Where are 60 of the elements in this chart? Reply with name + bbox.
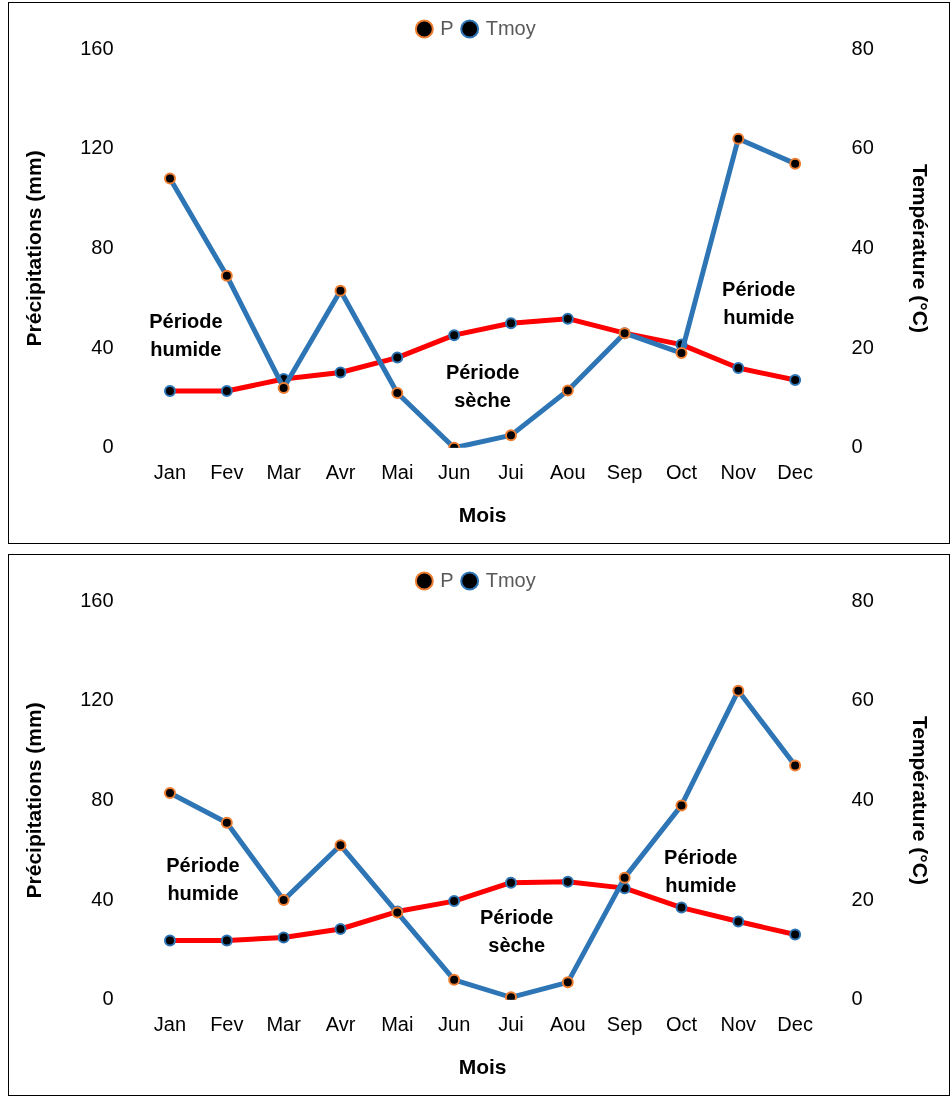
annotation: Période humide bbox=[664, 845, 738, 896]
x-tick-label: Mai bbox=[381, 461, 414, 484]
x-tick-label: Fev bbox=[210, 461, 244, 484]
y-tick-label: 120 bbox=[80, 688, 114, 711]
y2-axis-title: Température (°C) bbox=[908, 163, 932, 333]
x-tick-label: Aou bbox=[550, 461, 586, 484]
legend-label: Tmoy bbox=[485, 16, 536, 39]
legend-label: P bbox=[440, 16, 454, 39]
y-tick-label: 120 bbox=[80, 136, 114, 159]
y2-tick-label: 80 bbox=[851, 36, 874, 59]
x-tick-label: Dec bbox=[777, 1013, 813, 1036]
x-tick-label: Nov bbox=[720, 461, 757, 484]
x-axis-title: Mois bbox=[458, 1055, 507, 1079]
y2-axis-title: Température (°C) bbox=[908, 715, 932, 885]
x-tick-label: Mai bbox=[381, 1013, 414, 1036]
x-tick-label: Avr bbox=[325, 461, 356, 484]
y2-tick-label: 0 bbox=[851, 435, 863, 458]
annotation: Période humide bbox=[149, 309, 223, 360]
y-tick-label: 0 bbox=[102, 435, 114, 458]
x-tick-label: Jun bbox=[438, 461, 471, 484]
y2-tick-label: 80 bbox=[851, 588, 874, 611]
x-tick-label: Avr bbox=[325, 1013, 356, 1036]
x-tick-label: Mar bbox=[266, 461, 302, 484]
x-tick-label: Sep bbox=[606, 1013, 643, 1036]
x-tick-label: Jui bbox=[498, 461, 524, 484]
x-tick-label: Dec bbox=[777, 461, 813, 484]
x-tick-label: Jui bbox=[498, 1013, 524, 1036]
y2-tick-label: 40 bbox=[851, 235, 874, 258]
x-tick-label: Fev bbox=[210, 1013, 244, 1036]
y-axis-title: Précipitations (mm) bbox=[22, 702, 46, 899]
x-tick-label: Sep bbox=[606, 461, 643, 484]
y2-tick-label: 20 bbox=[851, 335, 874, 358]
x-tick-label: Jan bbox=[153, 1013, 187, 1036]
y2-tick-label: 20 bbox=[851, 887, 874, 910]
x-tick-label: Jun bbox=[438, 1013, 471, 1036]
y2-tick-label: 60 bbox=[851, 136, 874, 159]
annotation: Période humide bbox=[166, 853, 240, 904]
annotation: Période sèche bbox=[479, 905, 554, 956]
y-tick-label: 160 bbox=[80, 36, 114, 59]
x-tick-label: Aou bbox=[550, 1013, 586, 1036]
y2-tick-label: 0 bbox=[851, 987, 863, 1010]
annotation: Période humide bbox=[722, 277, 796, 328]
annotation: Période sèche bbox=[445, 361, 520, 412]
y-tick-label: 80 bbox=[91, 235, 114, 258]
y2-tick-label: 60 bbox=[851, 688, 874, 711]
y-tick-label: 40 bbox=[91, 335, 114, 358]
x-tick-label: Mar bbox=[266, 1013, 302, 1036]
y-axis-title: Précipitations (mm) bbox=[22, 150, 46, 347]
x-tick-label: Jan bbox=[153, 461, 187, 484]
y-tick-label: 160 bbox=[80, 588, 114, 611]
x-tick-label: Oct bbox=[665, 1013, 698, 1036]
x-tick-label: Oct bbox=[665, 461, 698, 484]
legend-label: P bbox=[440, 568, 454, 591]
x-axis-title: Mois bbox=[458, 503, 507, 527]
legend-label: Tmoy bbox=[485, 568, 536, 591]
x-tick-label: Nov bbox=[720, 1013, 757, 1036]
y-tick-label: 40 bbox=[91, 887, 114, 910]
y-tick-label: 80 bbox=[91, 787, 114, 810]
y2-tick-label: 40 bbox=[851, 787, 874, 810]
y-tick-label: 0 bbox=[102, 987, 114, 1010]
